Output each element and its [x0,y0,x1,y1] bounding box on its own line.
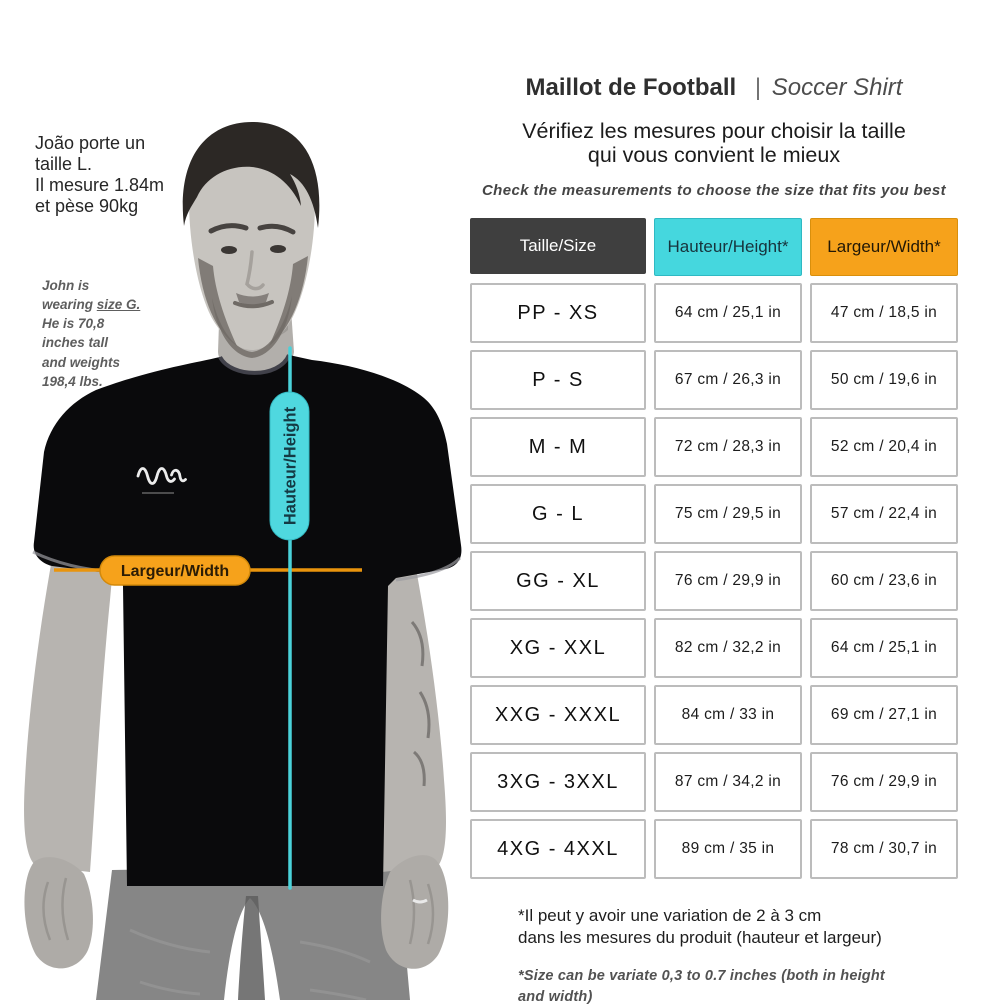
table-row: XXG - XXXL 84 cm / 33 in 69 cm / 27,1 in [470,685,960,746]
cell-height: 64 cm / 25,1 in [654,283,802,344]
cell-height: 75 cm / 29,5 in [654,484,802,545]
collar-trim [218,354,291,375]
table-row: M - M 72 cm / 28,3 in 52 cm / 20,4 in [470,417,960,478]
page-title: Maillot de Football | Soccer Shirt [468,74,960,102]
table-row: XG - XXL 82 cm / 32,2 in 64 cm / 25,1 in [470,618,960,679]
cell-height: 89 cm / 35 in [654,819,802,880]
cell-width: 57 cm / 22,4 in [810,484,958,545]
header-cell-size: Taille/Size [470,218,646,275]
table-row: P - S 67 cm / 26,3 in 50 cm / 19,6 in [470,350,960,411]
header-cell-height: Hauteur/Height* [654,218,802,277]
table-row: PP - XS 64 cm / 25,1 in 47 cm / 18,5 in [470,283,960,344]
cell-size: 4XG - 4XXL [470,819,646,880]
model-note-english: John is wearing size G. He is 70,8 inche… [42,276,182,391]
cell-height: 87 cm / 34,2 in [654,752,802,813]
ring [412,898,428,904]
jeans [96,866,410,1000]
title-divider: | [754,74,762,101]
header-cell-width: Largeur/Width* [810,218,958,277]
cell-width: 52 cm / 20,4 in [810,417,958,478]
size-table: Taille/Size Hauteur/Height* Largeur/Widt… [470,218,960,880]
cell-size: GG - XL [470,551,646,612]
height-measure: Hauteur/Height [269,346,310,890]
title-english: Soccer Shirt [771,74,903,101]
model-photo: Largeur/Width Hauteur/Height [24,122,462,1000]
height-measure-label: Hauteur/Height [282,406,300,525]
table-row: G - L 75 cm / 29,5 in 57 cm / 22,4 in [470,484,960,545]
cell-size: PP - XS [470,283,646,344]
left-hand [24,857,93,969]
face [189,132,315,350]
model-note-french: João porte un taille L. Il mesure 1.84m … [35,133,165,217]
model-note-en-size: size G. [96,297,141,313]
cell-width: 69 cm / 27,1 in [810,685,958,746]
brand-logo-tagline [142,492,174,494]
size-chart-panel: Maillot de Football | Soccer Shirt Vérif… [468,0,960,1007]
cell-size: M - M [470,417,646,478]
nose [245,250,265,291]
cell-width: 47 cm / 18,5 in [810,283,958,344]
tattoo-marks [410,621,431,787]
footnote-english: *Size can be variate 0,3 to 0.7 inches (… [518,968,885,1005]
model-note-en-prefix: John is wearing [42,278,94,313]
cell-size: G - L [470,484,646,545]
cell-width: 78 cm / 30,7 in [810,819,958,880]
mouth [233,300,274,309]
width-measure-pill [99,555,251,586]
cell-size: P - S [470,350,646,411]
beard [198,256,308,346]
cell-size: XXG - XXXL [470,685,646,746]
hair [182,122,320,228]
subtitle-english: Check the measurements to choose the siz… [481,182,947,200]
brand-logo-icon [136,467,187,485]
subtitle-french: Vérifiez les mesures pour choisir la tai… [522,119,906,168]
size-table-header: Taille/Size Hauteur/Height* Largeur/Widt… [470,218,960,277]
size-table-body: PP - XS 64 cm / 25,1 in 47 cm / 18,5 in P -… [470,283,960,880]
cell-height: 67 cm / 26,3 in [654,350,802,411]
model-note-en-rest: He is 70,8 inches tall and weights 198,4… [42,316,121,389]
left-arm [24,478,118,969]
cell-height: 84 cm / 33 in [654,685,802,746]
footnote-french: *Il peut y avoir une variation de 2 à 3 … [518,906,882,948]
right-cuff-trim [395,556,462,582]
cell-height: 76 cm / 29,9 in [654,551,802,612]
eyebrows [208,223,296,235]
cell-size: XG - XXL [470,618,646,679]
height-measure-pill [269,391,310,541]
cell-size: 3XG - 3XXL [470,752,646,813]
table-row: 4XG - 4XXL 89 cm / 35 in 78 cm / 30,7 in [470,819,960,880]
cell-width: 60 cm / 23,6 in [810,551,958,612]
mustache [236,293,269,305]
table-row: 3XG - 3XXL 87 cm / 34,2 in 76 cm / 29,9 in [470,752,960,813]
width-measure: Largeur/Width [54,555,362,586]
table-row: GG - XL 76 cm / 29,9 in 60 cm / 23,6 in [470,551,960,612]
head [182,122,320,358]
cell-width: 76 cm / 29,9 in [810,752,958,813]
title-french: Maillot de Football [525,74,737,101]
right-eye [270,245,286,253]
cell-height: 72 cm / 28,3 in [654,417,802,478]
cell-height: 82 cm / 32,2 in [654,618,802,679]
cell-width: 50 cm / 19,6 in [810,350,958,411]
cell-width: 64 cm / 25,1 in [810,618,958,679]
width-measure-label: Largeur/Width [121,563,229,580]
left-eye [221,246,237,254]
